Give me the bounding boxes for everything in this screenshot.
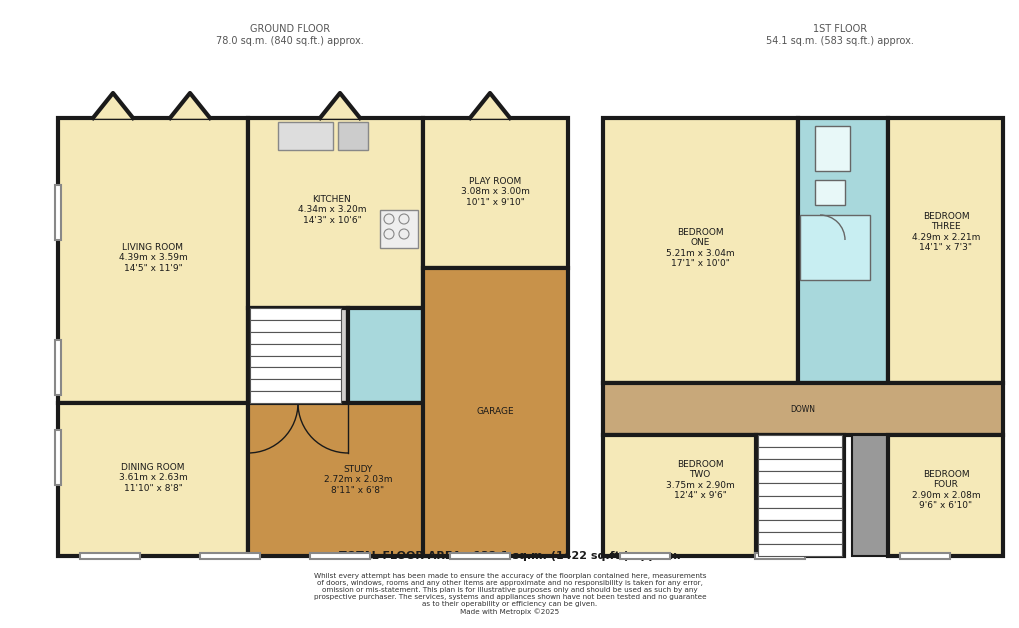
Bar — [200, 553, 260, 559]
Text: KITCHEN
4.34m x 3.20m
14'3" x 10'6": KITCHEN 4.34m x 3.20m 14'3" x 10'6" — [298, 195, 366, 225]
Bar — [250, 391, 340, 403]
Bar — [248, 118, 423, 308]
Bar — [250, 367, 340, 379]
Polygon shape — [93, 93, 132, 118]
Text: DOWN: DOWN — [790, 404, 815, 413]
Bar — [250, 320, 340, 332]
Polygon shape — [170, 93, 210, 118]
Bar — [799, 215, 869, 280]
Bar — [602, 383, 1002, 435]
Bar — [899, 553, 949, 559]
Text: 1ST FLOOR
54.1 sq.m. (583 sq.ft.) approx.: 1ST FLOOR 54.1 sq.m. (583 sq.ft.) approx… — [765, 24, 913, 46]
Bar — [757, 520, 841, 532]
Text: GROUND FLOOR
78.0 sq.m. (840 sq.ft.) approx.: GROUND FLOOR 78.0 sq.m. (840 sq.ft.) app… — [216, 24, 364, 46]
Bar — [757, 459, 841, 471]
Bar — [620, 553, 669, 559]
Bar — [755, 435, 843, 556]
Bar — [888, 118, 1002, 383]
Bar — [55, 340, 61, 395]
Bar — [754, 553, 804, 559]
Text: PLAY ROOM
3.08m x 3.00m
10'1" x 9'10": PLAY ROOM 3.08m x 3.00m 10'1" x 9'10" — [461, 177, 529, 207]
Text: Whilst every attempt has been made to ensure the accuracy of the floorplan conta: Whilst every attempt has been made to en… — [314, 573, 705, 615]
Bar — [757, 544, 841, 556]
Bar — [347, 308, 423, 403]
Bar — [250, 379, 340, 391]
Bar — [602, 435, 755, 556]
Text: BEDROOM
FOUR
2.90m x 2.08m
9'6" x 6'10": BEDROOM FOUR 2.90m x 2.08m 9'6" x 6'10" — [911, 470, 979, 510]
Bar — [55, 430, 61, 485]
Bar — [250, 332, 340, 344]
Bar — [757, 495, 841, 507]
Polygon shape — [320, 93, 360, 118]
Bar — [814, 126, 849, 171]
Bar — [423, 118, 568, 268]
Bar — [888, 435, 1002, 556]
Bar — [310, 553, 370, 559]
Bar — [58, 403, 248, 556]
Bar — [602, 118, 797, 383]
Bar — [757, 447, 841, 459]
Bar — [757, 532, 841, 544]
Bar — [79, 553, 140, 559]
Bar — [757, 507, 841, 520]
Text: LIVING ROOM
4.39m x 3.59m
14'5" x 11'9": LIVING ROOM 4.39m x 3.59m 14'5" x 11'9" — [118, 243, 187, 273]
Bar — [248, 308, 347, 403]
Bar — [250, 308, 340, 320]
Text: GARAGE: GARAGE — [476, 408, 514, 416]
Bar — [55, 185, 61, 240]
Bar — [757, 435, 841, 447]
Polygon shape — [470, 93, 510, 118]
Bar — [449, 553, 510, 559]
Bar — [58, 118, 248, 403]
Bar — [851, 435, 888, 556]
Bar — [380, 210, 418, 248]
Bar — [757, 471, 841, 484]
Bar — [250, 355, 340, 367]
Text: BEDROOM
TWO
3.75m x 2.90m
12'4" x 9'6": BEDROOM TWO 3.75m x 2.90m 12'4" x 9'6" — [665, 460, 734, 500]
Text: BEDROOM
THREE
4.29m x 2.21m
14'1" x 7'3": BEDROOM THREE 4.29m x 2.21m 14'1" x 7'3" — [911, 212, 979, 252]
Bar — [250, 344, 340, 355]
Bar — [797, 118, 888, 383]
Bar — [423, 268, 568, 556]
Text: BEDROOM
ONE
5.21m x 3.04m
17'1" x 10'0": BEDROOM ONE 5.21m x 3.04m 17'1" x 10'0" — [665, 228, 734, 268]
Bar — [337, 122, 368, 150]
Text: DINING ROOM
3.61m x 2.63m
11'10" x 8'8": DINING ROOM 3.61m x 2.63m 11'10" x 8'8" — [118, 463, 187, 493]
Text: TOTAL FLOOR AREA : 132.1 sq.m. (1422 sq.ft.) approx.: TOTAL FLOOR AREA : 132.1 sq.m. (1422 sq.… — [338, 551, 681, 561]
Bar — [278, 122, 332, 150]
Bar — [248, 403, 499, 556]
Bar — [814, 180, 844, 205]
Text: STUDY
2.72m x 2.03m
8'11" x 6'8": STUDY 2.72m x 2.03m 8'11" x 6'8" — [323, 465, 392, 495]
Bar — [757, 484, 841, 495]
